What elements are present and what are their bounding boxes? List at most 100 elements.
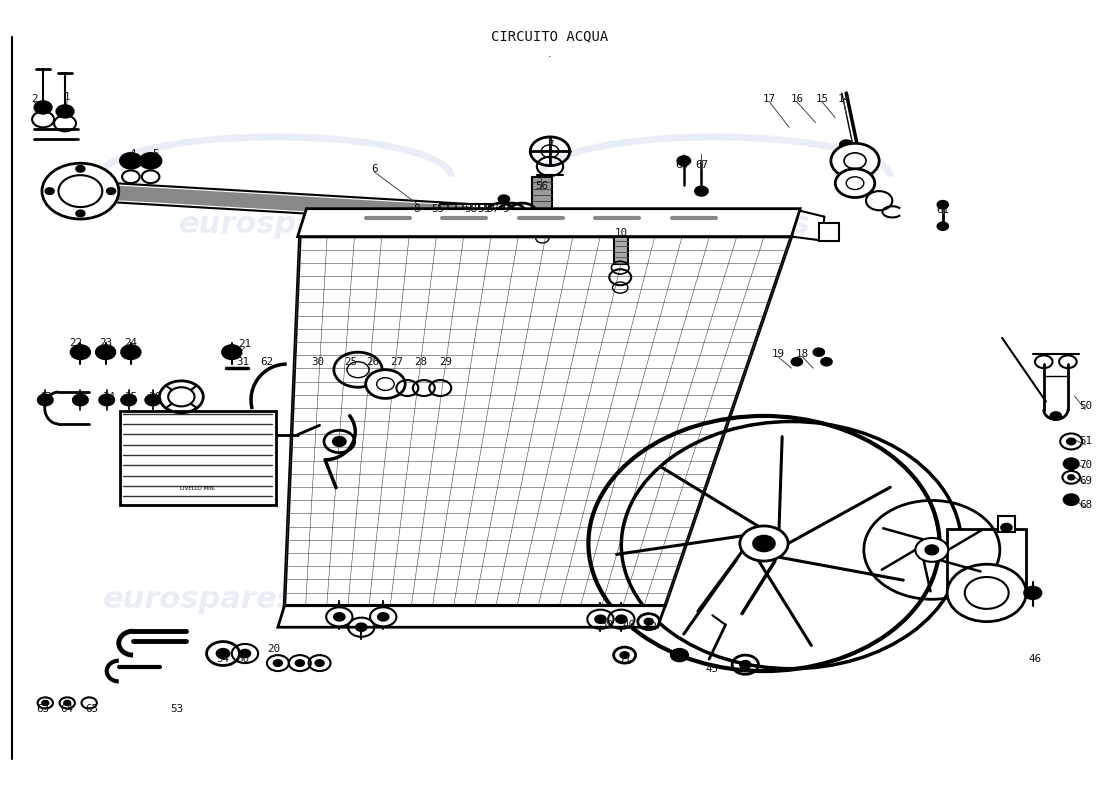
Bar: [532, 177, 552, 217]
Text: 35: 35: [124, 392, 138, 402]
Circle shape: [595, 615, 606, 623]
Text: 22: 22: [69, 338, 82, 347]
Text: eurospares: eurospares: [179, 210, 372, 239]
Text: 4: 4: [130, 150, 136, 159]
Circle shape: [64, 701, 70, 706]
Circle shape: [333, 613, 344, 621]
Text: 25: 25: [344, 357, 356, 366]
Text: 31: 31: [236, 357, 250, 366]
Text: 7: 7: [547, 140, 553, 150]
Circle shape: [937, 222, 948, 230]
Text: 67: 67: [695, 160, 708, 170]
Text: 17: 17: [763, 94, 776, 104]
Text: 21: 21: [239, 339, 252, 349]
Circle shape: [678, 156, 691, 166]
Text: CIRCUITO ACQUA: CIRCUITO ACQUA: [492, 30, 608, 43]
Bar: [998, 515, 1015, 531]
Text: 14: 14: [837, 94, 850, 104]
Text: 29: 29: [439, 357, 452, 366]
Text: 20: 20: [267, 644, 280, 654]
Circle shape: [740, 661, 751, 669]
Bar: [947, 529, 1026, 593]
Circle shape: [1024, 586, 1042, 599]
Text: 66: 66: [675, 160, 689, 170]
Circle shape: [925, 545, 938, 554]
Text: 60: 60: [236, 654, 250, 664]
Polygon shape: [298, 209, 800, 237]
Text: 53: 53: [170, 704, 184, 714]
Circle shape: [365, 370, 405, 398]
Circle shape: [37, 394, 53, 406]
Text: 57: 57: [486, 204, 499, 214]
Circle shape: [754, 535, 774, 551]
Circle shape: [99, 394, 114, 406]
Circle shape: [616, 615, 627, 623]
Circle shape: [1068, 475, 1075, 480]
Text: 27: 27: [389, 357, 403, 366]
Text: LIVELLO MIN.: LIVELLO MIN.: [180, 486, 216, 491]
Circle shape: [1001, 523, 1012, 531]
Text: 5: 5: [152, 150, 158, 159]
Circle shape: [915, 538, 948, 562]
Text: 24: 24: [124, 338, 138, 347]
Text: 56: 56: [535, 182, 548, 191]
Text: 28: 28: [414, 357, 427, 366]
Text: 9: 9: [503, 204, 509, 214]
Circle shape: [498, 195, 509, 203]
Circle shape: [140, 153, 162, 169]
Text: 49: 49: [673, 654, 686, 664]
Text: 52: 52: [645, 622, 658, 632]
Circle shape: [830, 143, 879, 178]
Circle shape: [1064, 458, 1079, 470]
Circle shape: [835, 169, 874, 198]
Circle shape: [937, 201, 948, 209]
Text: 40: 40: [623, 620, 636, 630]
Circle shape: [813, 348, 824, 356]
Text: 18: 18: [796, 349, 808, 358]
Text: 68: 68: [1079, 500, 1092, 510]
Circle shape: [332, 437, 345, 446]
Circle shape: [671, 649, 689, 662]
Circle shape: [70, 345, 90, 359]
Circle shape: [1067, 438, 1076, 445]
Text: 36: 36: [148, 392, 162, 402]
Text: eurospares: eurospares: [102, 585, 295, 614]
Text: 15: 15: [815, 94, 828, 104]
Text: 48: 48: [739, 665, 751, 674]
Bar: [818, 223, 838, 241]
Circle shape: [34, 101, 52, 114]
Circle shape: [96, 345, 115, 359]
Circle shape: [42, 701, 48, 706]
Text: 23: 23: [99, 338, 112, 347]
Text: .: .: [548, 50, 552, 59]
Text: 71: 71: [618, 657, 631, 666]
Circle shape: [645, 618, 653, 625]
Text: 10: 10: [615, 227, 628, 238]
Circle shape: [121, 345, 141, 359]
Bar: [120, 411, 276, 506]
Text: 19: 19: [772, 349, 784, 358]
Text: 8: 8: [412, 204, 419, 214]
Text: 54: 54: [217, 654, 230, 664]
Circle shape: [839, 140, 853, 150]
Circle shape: [316, 660, 324, 666]
Circle shape: [791, 358, 802, 366]
Circle shape: [76, 166, 85, 172]
Circle shape: [217, 649, 230, 658]
Text: 64: 64: [60, 704, 74, 714]
Circle shape: [107, 188, 116, 194]
Polygon shape: [278, 606, 666, 627]
Bar: [614, 221, 628, 265]
Circle shape: [620, 652, 629, 658]
Text: 61: 61: [936, 206, 949, 215]
Circle shape: [240, 650, 251, 658]
Circle shape: [377, 613, 388, 621]
Text: 47: 47: [39, 392, 52, 402]
Circle shape: [222, 345, 242, 359]
Circle shape: [1050, 412, 1062, 420]
Text: 50: 50: [1079, 402, 1092, 411]
Circle shape: [145, 394, 161, 406]
Text: 39: 39: [601, 620, 614, 630]
Text: 55: 55: [431, 204, 444, 214]
Text: 62: 62: [261, 357, 274, 366]
